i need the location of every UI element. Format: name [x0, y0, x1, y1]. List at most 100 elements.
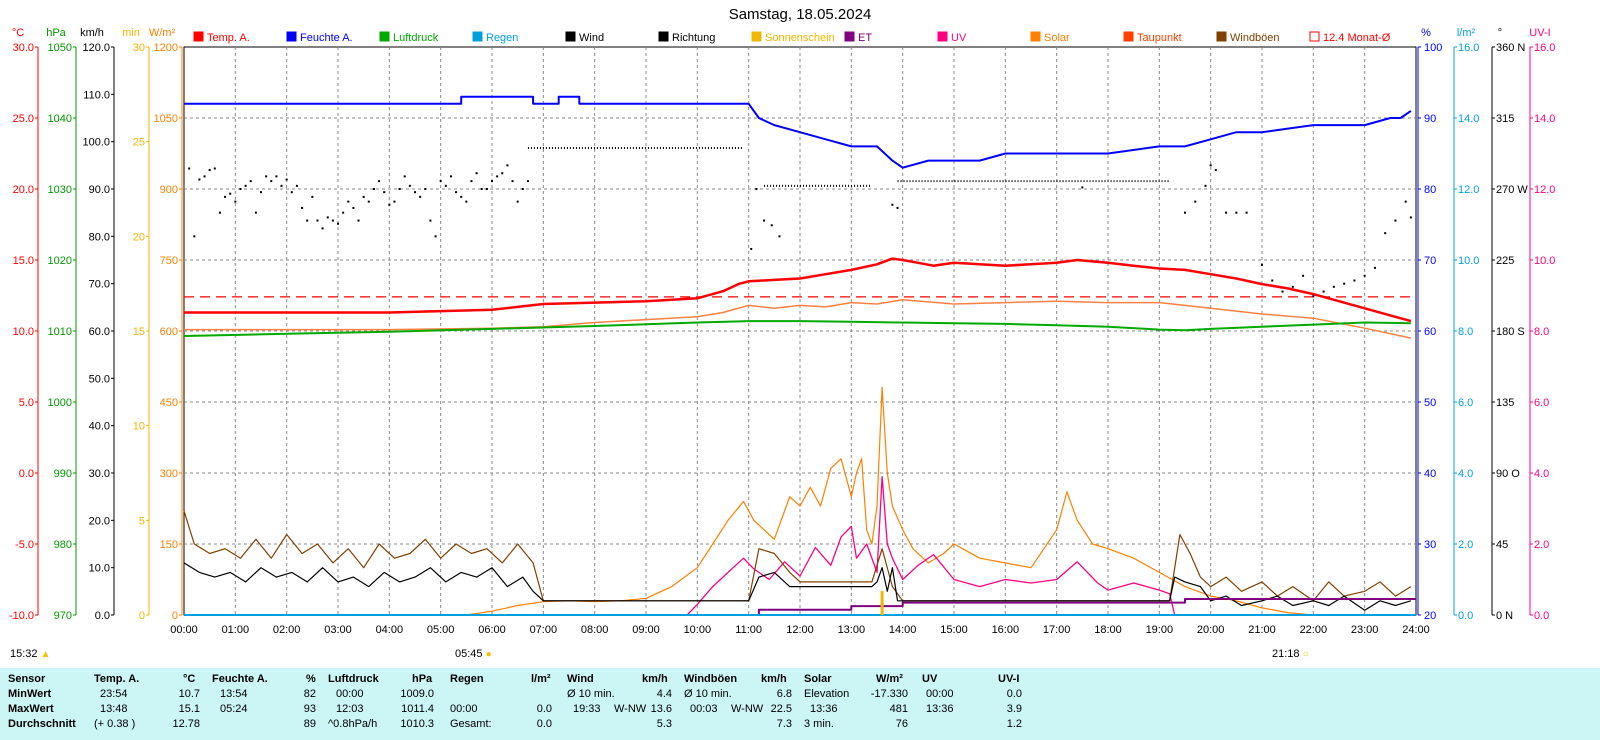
temp-header: Temp. A. [94, 673, 140, 685]
uv-header: UV [922, 673, 938, 685]
legend-label: Windböen [1230, 32, 1280, 44]
x-tick-label: 19:00 [1146, 624, 1174, 636]
direction-point [449, 175, 452, 178]
x-tick-label: 15:00 [940, 624, 968, 636]
direction-point [1353, 279, 1356, 282]
wind-tick-label: 10.0 [89, 563, 110, 575]
solar-tick-label: 1050 [154, 113, 178, 125]
uv-tick-label: 12.0 [1534, 184, 1555, 196]
direction-point [383, 191, 386, 194]
direction-point [1302, 274, 1305, 277]
direction-point [239, 188, 242, 190]
direction-point [511, 180, 514, 183]
wind-tick-label: 90.0 [89, 184, 110, 196]
rain-tick-label: 6.0 [1458, 397, 1473, 409]
legend-swatch [193, 31, 204, 42]
direction-point [337, 222, 339, 225]
wind-tick-label: 20.0 [89, 515, 110, 527]
pressure-axis-unit: hPa [46, 27, 66, 39]
x-tick-label: 05:00 [427, 624, 455, 636]
direction-point [1409, 216, 1412, 219]
direction-point [1209, 164, 1212, 167]
direction-point [218, 211, 221, 214]
humidity-min-time: 13:54 [220, 688, 248, 700]
legend-label: UV [951, 32, 967, 44]
temp-tick-label: 0.0 [19, 468, 34, 480]
direction-point [763, 219, 766, 222]
statistics-panel: Sensor MinWert MaxWert Durchschnitt Temp… [0, 668, 1600, 740]
legend-swatch [1309, 31, 1320, 42]
legend-swatch [1123, 31, 1134, 42]
direction-point [311, 195, 314, 198]
direction-point [891, 203, 894, 206]
humidity-tick-label: 60 [1424, 326, 1436, 338]
pressure-tick-label: 1050 [48, 42, 72, 54]
direction-tick-label: 315 [1496, 113, 1514, 125]
temp-max: 15.1 [178, 703, 200, 715]
weather-chart: 00:00 01:00 02:00 03:00 04:00 05:00 06:00 07:00… [9, 27, 1556, 636]
gust-header: Windböen [684, 673, 738, 685]
humidity-max-time: 05:24 [220, 703, 248, 715]
rain-tick-label: 4.0 [1458, 468, 1473, 480]
solar-tick-label: 1200 [154, 42, 178, 54]
direction-point [193, 235, 196, 238]
wind-min: 4.4 [656, 688, 672, 700]
x-tick-label: 08:00 [581, 624, 609, 636]
temp-avg-trend: (+ 0.38 ) [94, 718, 136, 730]
direction-point [275, 175, 278, 178]
direction-point [455, 191, 458, 194]
direction-point [1204, 184, 1207, 187]
solar-tick-label: 600 [160, 326, 178, 338]
direction-point [403, 175, 406, 178]
rain-tick-label: 16.0 [1458, 42, 1479, 54]
wind-header: Wind [567, 673, 594, 685]
humidity-tick-label: 80 [1424, 184, 1436, 196]
series-line-luftdruck [183, 320, 1411, 337]
x-tick-label: 12:00 [786, 624, 814, 636]
legend-swatch [565, 31, 576, 42]
direction-point [434, 235, 437, 238]
direction-point [429, 219, 432, 222]
direction-point [408, 184, 411, 187]
direction-tick-label: 135 [1496, 397, 1514, 409]
direction-point [234, 200, 237, 203]
direction-point [755, 188, 758, 190]
direction-point [249, 180, 252, 183]
direction-point [224, 195, 227, 198]
humidity-tick-label: 50 [1424, 397, 1436, 409]
gust-max-dir: W-NW [731, 703, 764, 715]
direction-point [1081, 186, 1084, 189]
sunshine-tick-label: 0 [139, 610, 145, 622]
temp-tick-label: -10.0 [9, 610, 34, 622]
uv-min-time: 00:00 [926, 688, 954, 700]
solar-avg-label: 3 min. [804, 718, 834, 730]
direction-point [229, 192, 232, 195]
legend-label: 12.4 Monat-Ø [1323, 32, 1391, 44]
solar-tick-label: 450 [160, 397, 178, 409]
direction-point [419, 195, 422, 198]
pressure-min: 1009.0 [400, 688, 434, 700]
x-tick-label: 21:00 [1248, 624, 1276, 636]
direction-tick-label: 270 W [1496, 184, 1528, 196]
pressure-tick-label: 1010 [48, 326, 72, 338]
x-tick-label: 20:00 [1197, 624, 1225, 636]
legend-label: Richtung [672, 32, 715, 44]
legend-label: Feuchte A. [300, 32, 353, 44]
direction-point [491, 180, 493, 183]
wind-tick-label: 110.0 [83, 89, 110, 101]
x-tick-label: 17:00 [1043, 624, 1071, 636]
temp-tick-label: 30.0 [13, 42, 34, 54]
temp-avg: 12.78 [172, 718, 200, 730]
pressure-unit: hPa [412, 673, 433, 685]
rain-tick-label: 8.0 [1458, 326, 1473, 338]
sun-icon: ○ [1302, 649, 1309, 660]
direction-point [295, 184, 298, 187]
direction-point [270, 180, 273, 183]
pressure-avg: 1010.3 [400, 718, 434, 730]
direction-axis-unit: ° [1498, 27, 1502, 39]
humidity-tick-label: 40 [1424, 468, 1436, 480]
direction-tick-label: 0 N [1496, 610, 1513, 622]
uv-tick-label: 0.0 [1534, 610, 1549, 622]
x-tick-label: 09:00 [632, 624, 660, 636]
solar-unit: W/m² [876, 673, 903, 685]
